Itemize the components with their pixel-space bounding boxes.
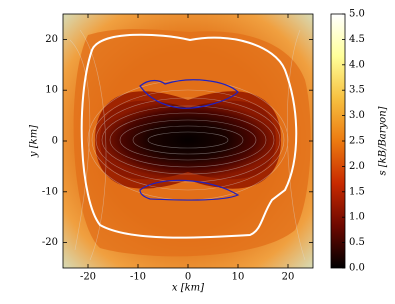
x-tick-label: -20 xyxy=(80,272,96,283)
y-tick-label: 0 xyxy=(52,136,58,147)
colorbar-tick-label: 5.0 xyxy=(349,9,365,20)
colorbar-tick-label: 2.0 xyxy=(349,161,365,172)
x-tick-label: 10 xyxy=(232,272,245,283)
y-tick-label: 20 xyxy=(45,34,58,45)
colorbar-tick-label: 2.5 xyxy=(349,136,365,147)
colorbar-tick-label: 3.5 xyxy=(349,85,365,96)
colorbar-tick-label: 1.5 xyxy=(349,186,365,197)
x-tick-label: 20 xyxy=(282,272,295,283)
colorbar-tick-label: 0.5 xyxy=(349,237,365,248)
colorbar-tick-label: 0.0 xyxy=(349,263,365,274)
colorbar-tick-label: 3.0 xyxy=(349,110,365,121)
colorbar-tick-label: 1.0 xyxy=(349,212,365,223)
colorbar-label: s [kB/Baryon] xyxy=(378,106,389,175)
x-tick-label: 0 xyxy=(185,272,191,283)
y-tick-label: -20 xyxy=(42,237,58,248)
heatmap xyxy=(63,14,313,268)
y-axis-label: y [km] xyxy=(29,125,40,158)
x-tick-label: -10 xyxy=(130,272,146,283)
y-tick-label: 10 xyxy=(45,85,58,96)
colorbar-tick-label: 4.0 xyxy=(349,59,365,70)
colorbar-tick-label: 4.5 xyxy=(349,34,365,45)
x-axis-label: x [km] xyxy=(172,283,204,294)
y-tick-label: -10 xyxy=(42,186,58,197)
